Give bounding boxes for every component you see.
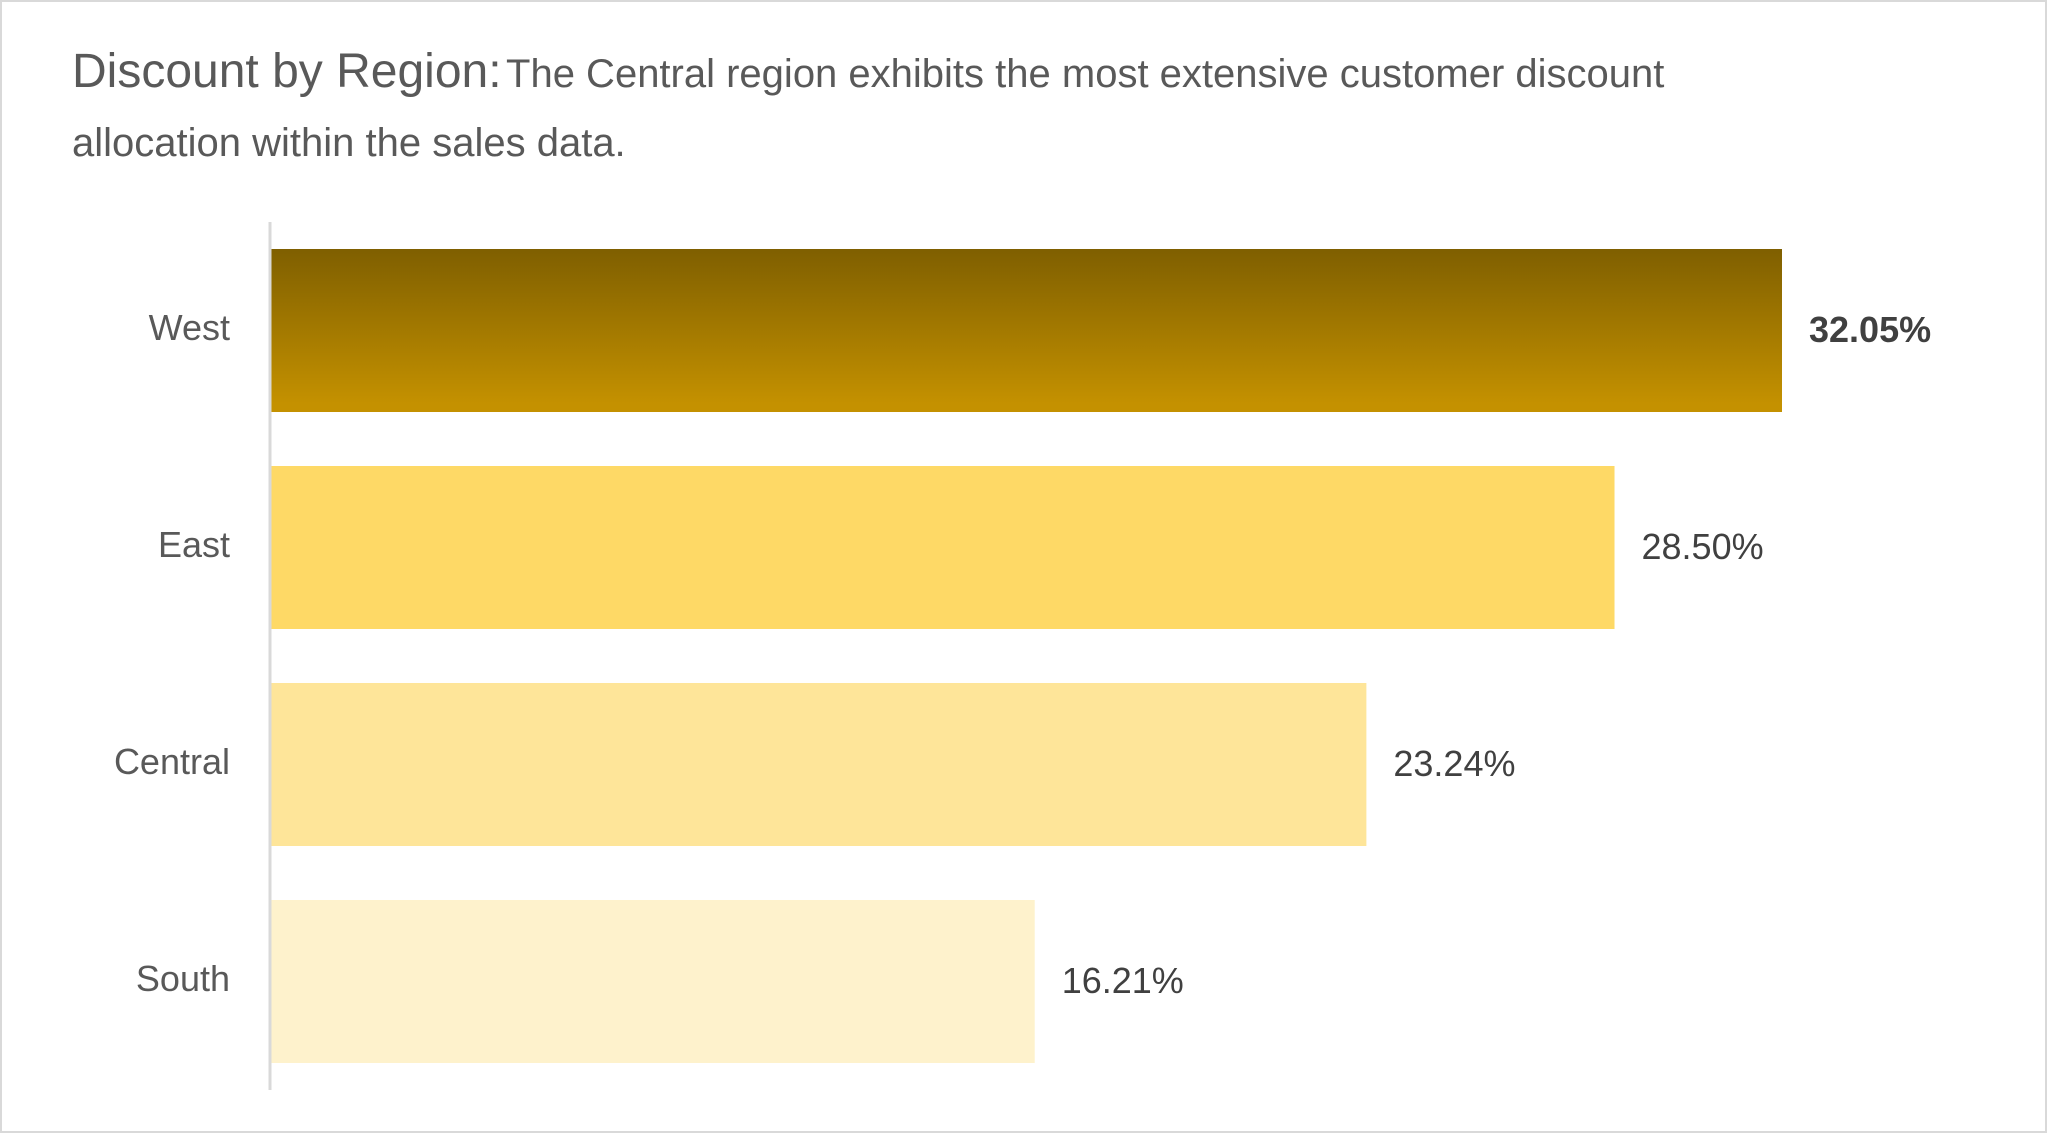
category-label-west: West xyxy=(149,307,230,348)
bar-central xyxy=(270,683,1367,846)
bar-west xyxy=(270,249,1782,412)
labels-layer: West 32.05% East 28.50% Central 23.24% South 16… xyxy=(114,307,1931,1001)
category-label-south: South xyxy=(136,958,230,999)
value-label-west: 32.05% xyxy=(1809,309,1931,350)
bars-layer xyxy=(270,249,1782,1063)
value-label-south: 16.21% xyxy=(1062,960,1184,1001)
category-label-east: East xyxy=(158,524,230,565)
chart-title-main: Discount by Region: xyxy=(72,45,502,98)
bar-east xyxy=(270,466,1615,629)
value-label-east: 28.50% xyxy=(1642,526,1764,567)
bar-south xyxy=(270,900,1035,1063)
category-label-central: Central xyxy=(114,741,230,782)
chart-title-subtitle: The Central region exhibits the most ext… xyxy=(72,52,1665,165)
value-label-central: 23.24% xyxy=(1393,743,1515,784)
chart-title: Discount by Region: The Central region e… xyxy=(72,42,1672,182)
